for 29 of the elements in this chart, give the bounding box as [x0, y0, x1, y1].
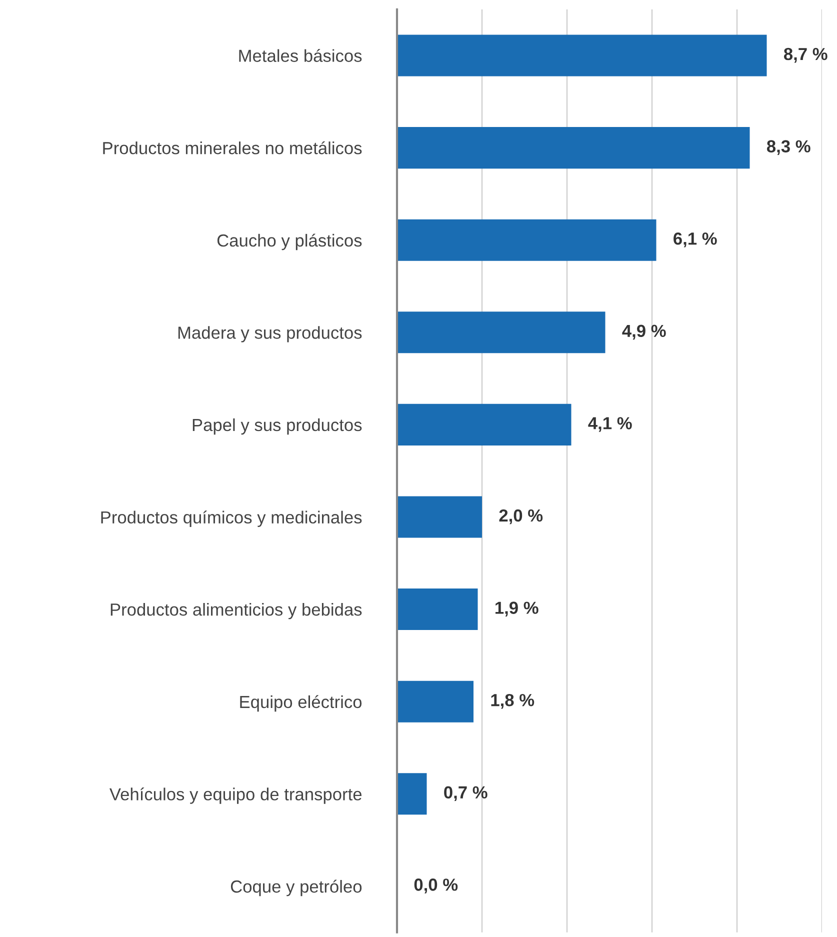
data-label: 4,9 % — [622, 324, 666, 340]
y-tick-label: Vehículos y equipo de transporte — [109, 787, 362, 804]
y-tick-label: Productos alimenticios y bebidas — [110, 602, 362, 620]
y-tick-label: Madera y sus productos — [178, 326, 362, 342]
data-label: 2,0 % — [499, 509, 543, 524]
data-label: 8,3 % — [766, 140, 810, 155]
data-label: 4,1 % — [588, 417, 632, 432]
y-tick-label: Coque y petróleo — [230, 880, 362, 896]
y-tick-label: Caucho y plásticos — [217, 234, 362, 250]
data-label: 6,1 % — [674, 232, 717, 248]
y-tick-label: Equipo eléctrico — [240, 695, 362, 712]
bar — [397, 34, 767, 76]
data-label: 1,9 % — [496, 602, 538, 616]
data-label: 8,7 % — [784, 48, 828, 63]
bar — [397, 404, 572, 446]
y-tick-label: Productos minerales no metálicos — [103, 141, 362, 154]
data-label: 0,7 % — [444, 786, 488, 802]
bar — [397, 219, 656, 261]
bar — [397, 312, 606, 354]
bar — [397, 496, 482, 538]
bar — [397, 773, 427, 815]
data-label: 0,0 % — [414, 878, 458, 894]
y-tick-label: Metales básicos — [239, 49, 362, 62]
bar — [397, 588, 478, 630]
y-tick-label: Productos químicos y medicinales — [101, 510, 362, 527]
bar — [397, 680, 474, 722]
data-label: 1,8 % — [491, 694, 534, 709]
bar — [397, 127, 750, 169]
y-tick-label: Papel y sus productos — [192, 418, 362, 435]
